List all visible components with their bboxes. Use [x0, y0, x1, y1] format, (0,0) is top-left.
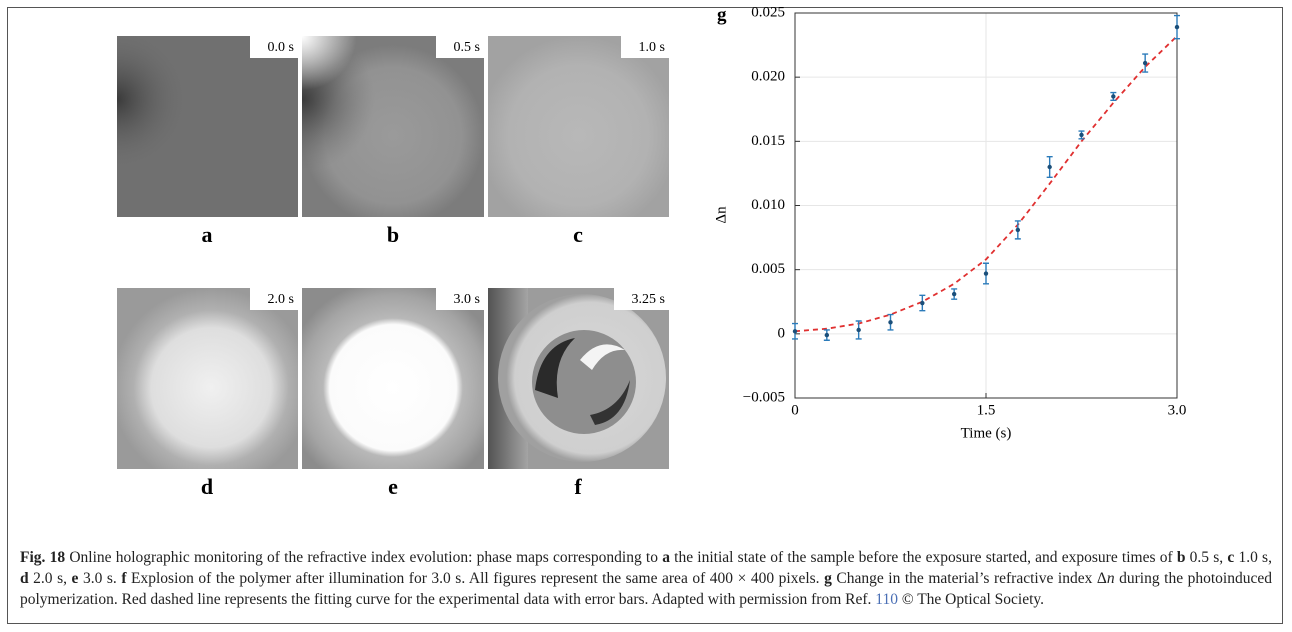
phase-map-shade: [117, 36, 298, 217]
phase-map: [302, 288, 484, 469]
figure: 0.0 s a 0.5 s b 1.0 s c 2.0 s d 3.0 s e: [117, 4, 1187, 499]
reference-link[interactable]: 110: [875, 591, 898, 608]
plot: −0.005 0 0.005 0.010 0.015 0.020 0.025 0 1.5 3.0: [743, 4, 1187, 418]
data-point: [824, 332, 830, 338]
panel-e: 3.0 s e: [302, 288, 484, 499]
figure-frame: [7, 7, 1283, 624]
time-box: [436, 288, 484, 310]
panel-label: d: [201, 474, 213, 499]
time-label: 3.0 s: [454, 292, 480, 307]
x-tick-label: 1.5: [977, 402, 996, 418]
phase-crescent: [590, 380, 630, 425]
panel-b: 0.5 s b: [302, 36, 484, 247]
data-point: [1047, 164, 1052, 170]
panel-label: g: [717, 4, 727, 25]
phase-map-glare: [302, 36, 484, 217]
phase-map: [117, 288, 298, 469]
panel-a: 0.0 s a: [117, 36, 298, 247]
caption-text: 0.5 s,: [1185, 549, 1228, 566]
panel-d: 2.0 s d: [117, 288, 298, 499]
data-point: [920, 300, 925, 306]
panel-label: a: [202, 222, 213, 247]
x-axis-label: Time (s): [961, 425, 1012, 441]
caption-text: the initial state of the sample before t…: [669, 549, 1177, 566]
time-box: [614, 288, 669, 310]
caption-text: Explosion of the polymer after illuminat…: [126, 570, 825, 587]
data-point: [951, 291, 957, 297]
y-tick-label: 0.015: [751, 133, 785, 149]
panel-label: b: [387, 222, 399, 247]
panel-label: f: [574, 474, 582, 499]
time-label: 0.5 s: [454, 40, 480, 55]
x-tick-label: 0: [791, 402, 799, 418]
panel-ref: e: [71, 570, 79, 587]
data-point: [888, 320, 893, 325]
time-label: 0.0 s: [268, 40, 294, 55]
figure-number: Fig. 18: [20, 549, 66, 566]
caption-text: Online holographic monitoring of the ref…: [65, 549, 663, 566]
panel-ref: f: [121, 570, 127, 587]
time-label: 3.25 s: [632, 292, 665, 307]
phase-map: [488, 36, 669, 217]
panel-ref: a: [662, 549, 670, 566]
panel-ref: g: [824, 570, 832, 587]
data-point: [983, 271, 989, 276]
y-tick-label: 0: [778, 325, 786, 341]
y-tick-label: 0.010: [751, 197, 785, 213]
panel-label: c: [573, 222, 583, 247]
panel-f: 3.25 s f: [488, 288, 669, 499]
caption-text: during the photoinduced polymerization. …: [20, 570, 1272, 608]
phase-crescent: [535, 338, 575, 398]
time-box: [250, 288, 298, 310]
time-label: 1.0 s: [639, 40, 665, 55]
y-tick-label: 0.025: [751, 4, 785, 20]
data-point: [1111, 94, 1116, 99]
data-point: [792, 329, 798, 334]
y-tick-label: 0.020: [751, 69, 785, 85]
panel-ref: d: [20, 570, 29, 587]
panel-ref: c: [1227, 549, 1235, 566]
y-axis-label: Δn: [713, 206, 729, 224]
time-box: [436, 36, 484, 58]
symbol: n: [1106, 570, 1115, 587]
panel-c: 1.0 s c: [488, 36, 669, 247]
time-box: [621, 36, 669, 58]
data-point: [1079, 132, 1084, 138]
caption-text: 2.0 s,: [28, 570, 72, 587]
x-tick-label: 3.0: [1168, 402, 1187, 418]
caption-text: 1.0 s,: [1234, 549, 1272, 566]
data-point: [1142, 60, 1148, 66]
y-tick-label: 0.005: [751, 261, 785, 277]
caption-text: Change in the material’s refractive inde…: [831, 570, 1107, 587]
data-point: [1015, 227, 1021, 233]
plot-frame: [794, 12, 1178, 399]
data-point: [856, 327, 861, 333]
caption: Fig. 18 Online holographic monitoring of…: [20, 547, 1272, 610]
caption-text: 3.0 s.: [78, 570, 122, 587]
y-tick-label: −0.005: [743, 389, 785, 405]
phase-highlight: [580, 344, 625, 370]
panel-label: e: [388, 474, 398, 499]
caption-text: © The Optical Society.: [897, 591, 1045, 608]
time-box: [250, 36, 298, 58]
time-label: 2.0 s: [268, 292, 294, 307]
panel-ref: b: [1176, 549, 1186, 566]
data-point: [1174, 24, 1180, 30]
